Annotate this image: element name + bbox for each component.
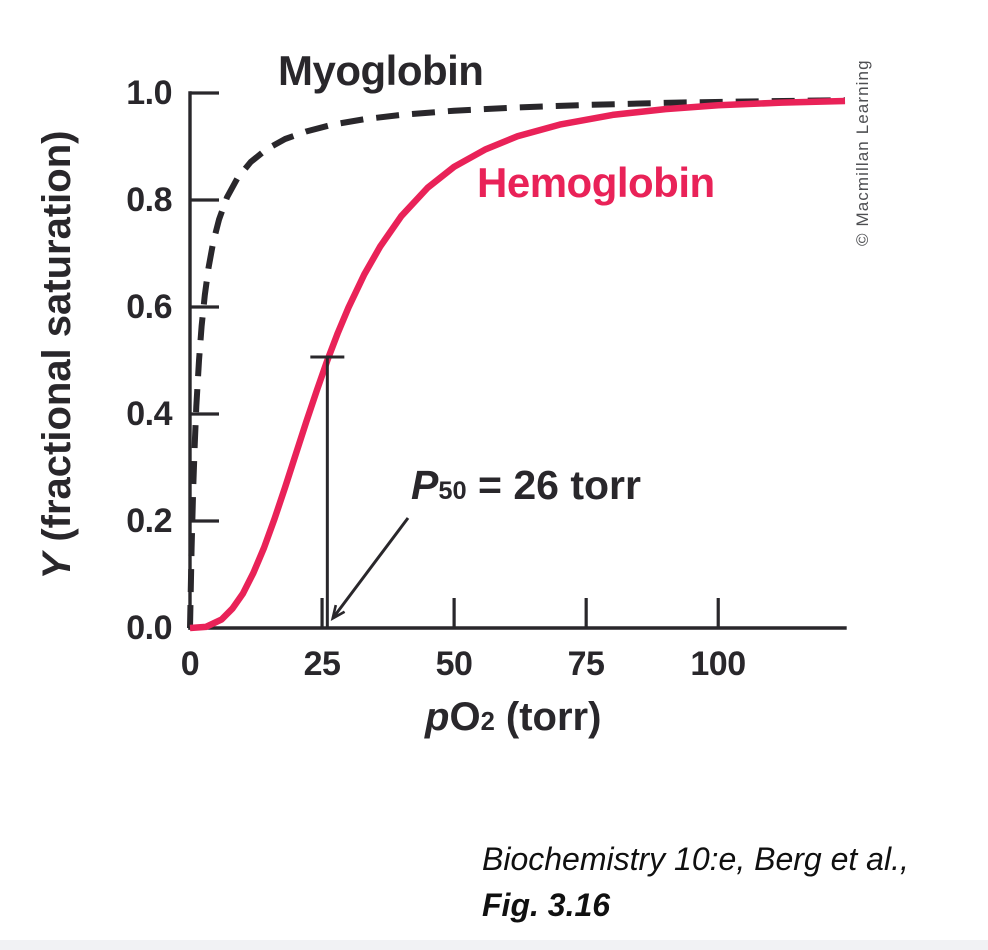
hemoglobin-label: Hemoglobin (477, 159, 715, 206)
y-axis-title: Y (fractional saturation) (34, 124, 80, 586)
copyright-vertical-text: © Macmillan Learning (853, 59, 872, 246)
x-axis-title: pO2 (torr) (425, 695, 601, 740)
hemoglobin-curve (189, 97, 846, 632)
x-axis-title-unit: (torr) (494, 695, 602, 739)
x-tick-label: 75 (567, 645, 605, 683)
y-tick-label: 0.0 (126, 609, 172, 647)
y-axis-title-text: (fractional saturation) (35, 130, 79, 553)
x-axis-title-subscript: 2 (480, 708, 495, 736)
y-axis-title-symbol: Y (35, 552, 79, 580)
x-axis-title-p: p (425, 695, 450, 739)
x-axis-title-o: O (449, 695, 481, 739)
p50-subscript: 50 (438, 477, 467, 505)
y-tick-label: 0.4 (126, 395, 172, 433)
myoglobin-label: Myoglobin (278, 47, 484, 94)
x-tick-label: 50 (435, 645, 473, 683)
citation-line2: Fig. 3.16 (482, 887, 611, 923)
p50-arrow (330, 517, 410, 621)
p50-annotation: P50 = 26 torr (411, 462, 641, 509)
y-tick-label: 1.0 (126, 74, 172, 112)
citation-line1: Biochemistry 10:e, Berg et al., (482, 841, 909, 877)
x-tick-label: 0 (180, 645, 200, 683)
bottom-strip (0, 940, 988, 950)
p50-value: = 26 torr (466, 462, 641, 508)
y-tick-label: 0.6 (126, 288, 172, 326)
x-tick-label: 25 (303, 645, 341, 683)
citation: Biochemistry 10:e, Berg et al., Fig. 3.1… (482, 836, 909, 928)
myoglobin-curve (187, 97, 846, 629)
y-tick-label: 0.8 (126, 181, 172, 219)
p50-symbol: P (411, 462, 439, 508)
x-tick-label: 100 (690, 645, 746, 683)
y-tick-label: 0.2 (126, 502, 172, 540)
plot-area (187, 91, 846, 632)
